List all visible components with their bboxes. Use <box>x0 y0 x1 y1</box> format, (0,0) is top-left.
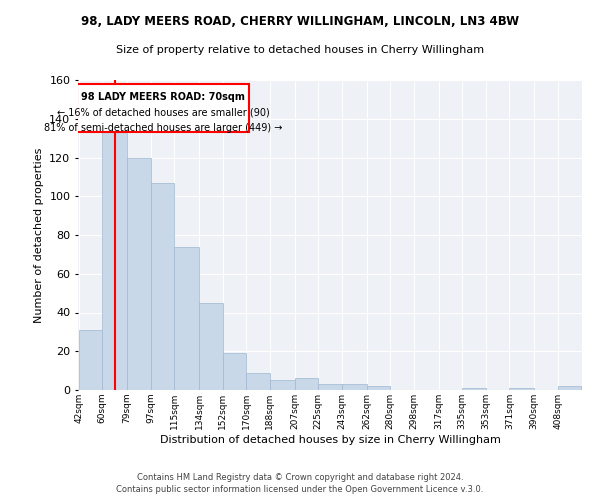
Bar <box>102 132 127 390</box>
Bar <box>79 330 102 390</box>
Text: Contains public sector information licensed under the Open Government Licence v.: Contains public sector information licen… <box>116 485 484 494</box>
Text: ← 16% of detached houses are smaller (90): ← 16% of detached houses are smaller (90… <box>57 107 269 117</box>
Text: Size of property relative to detached houses in Cherry Willingham: Size of property relative to detached ho… <box>116 45 484 55</box>
Y-axis label: Number of detached properties: Number of detached properties <box>34 148 44 322</box>
Bar <box>367 386 390 390</box>
Text: 98 LADY MEERS ROAD: 70sqm: 98 LADY MEERS ROAD: 70sqm <box>81 92 245 102</box>
Bar <box>295 378 318 390</box>
Bar <box>223 353 246 390</box>
Text: 98, LADY MEERS ROAD, CHERRY WILLINGHAM, LINCOLN, LN3 4BW: 98, LADY MEERS ROAD, CHERRY WILLINGHAM, … <box>81 15 519 28</box>
Bar <box>318 384 342 390</box>
X-axis label: Distribution of detached houses by size in Cherry Willingham: Distribution of detached houses by size … <box>160 434 500 444</box>
Bar <box>151 182 174 390</box>
Text: Contains HM Land Registry data © Crown copyright and database right 2024.: Contains HM Land Registry data © Crown c… <box>137 474 463 482</box>
Bar <box>270 380 295 390</box>
Bar <box>174 246 199 390</box>
Bar <box>462 388 486 390</box>
Bar <box>127 158 151 390</box>
Bar <box>509 388 534 390</box>
Bar <box>199 303 223 390</box>
Bar <box>77 84 249 132</box>
Bar <box>342 384 367 390</box>
Text: 81% of semi-detached houses are larger (449) →: 81% of semi-detached houses are larger (… <box>44 122 282 132</box>
Bar <box>246 372 270 390</box>
Bar <box>558 386 581 390</box>
